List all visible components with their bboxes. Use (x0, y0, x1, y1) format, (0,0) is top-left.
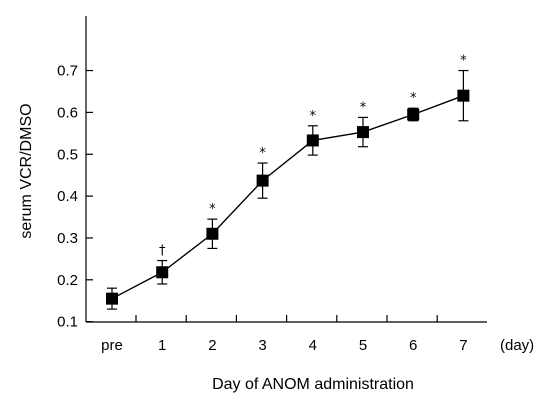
plot-area: † * * * * * * (106, 54, 470, 310)
series: † * * * * * * (106, 54, 470, 310)
series-line (111, 95, 464, 300)
y-ticks: 0.1 0.2 0.3 0.4 0.5 0.6 0.7 (57, 63, 93, 331)
data-point (206, 227, 219, 240)
axes (85, 16, 487, 323)
data-point (306, 134, 319, 147)
x-ticks: pre 1 2 3 4 5 6 7 (101, 315, 468, 354)
y-tick-label: 0.5 (57, 146, 78, 163)
y-tick-label: 0.3 (57, 230, 78, 247)
significance-marker: † (159, 244, 166, 259)
x-tick-label: 7 (459, 337, 467, 354)
y-tick-label: 0.2 (57, 272, 78, 289)
significance-marker: * (259, 146, 266, 161)
x-tick-label: 4 (309, 337, 317, 354)
significance-marker: * (360, 100, 367, 115)
data-point (106, 292, 118, 305)
x-tick-label: 1 (158, 337, 166, 354)
y-tick-label: 0.6 (57, 104, 78, 121)
x-tick-label: 5 (359, 337, 367, 354)
x-tick-label: pre (101, 337, 123, 354)
data-point (156, 266, 169, 279)
data-point (457, 89, 470, 102)
significance-marker: * (410, 91, 417, 106)
significance-marker: * (209, 202, 216, 217)
x-tick-label: 6 (409, 337, 417, 354)
x-tick-label: 3 (258, 337, 266, 354)
x-tick-label: 2 (208, 337, 216, 354)
data-point (256, 174, 269, 187)
x-axis-title: Day of ANOM administration (212, 376, 414, 393)
y-tick-label: 0.4 (57, 188, 78, 205)
significance-marker: * (310, 109, 317, 124)
y-tick-label: 0.7 (57, 63, 78, 80)
data-point (357, 126, 369, 139)
data-point (407, 108, 420, 121)
x-axis-unit: (day) (500, 337, 534, 354)
y-axis-title: serum VCR/DMSO (18, 103, 35, 238)
y-tick-label: 0.1 (57, 314, 78, 331)
significance-marker: * (460, 54, 467, 69)
